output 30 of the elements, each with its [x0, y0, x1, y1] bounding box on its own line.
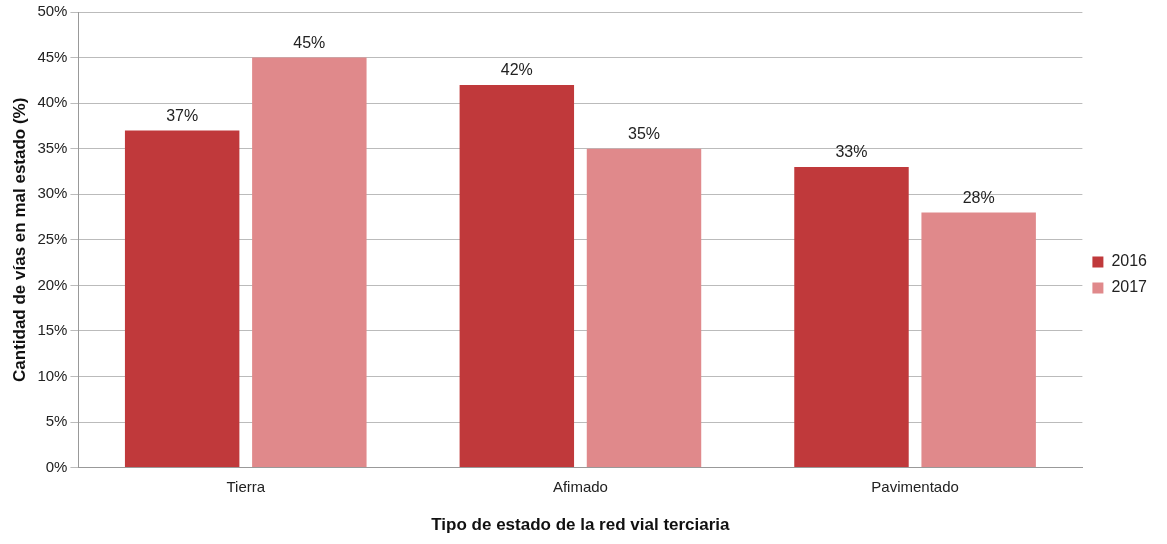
y-tick-label: 20% — [37, 275, 68, 293]
y-tick-label: 35% — [37, 138, 68, 156]
data-label: 37% — [166, 106, 199, 124]
data-label: 42% — [500, 61, 533, 79]
bar — [794, 166, 909, 468]
y-tick-label: 30% — [37, 184, 68, 202]
y-tick-label: 0% — [45, 457, 68, 475]
y-tick-label: 40% — [37, 93, 68, 111]
x-tick-label: Afimado — [552, 477, 608, 495]
y-tick-label: 50% — [37, 2, 68, 20]
data-label: 28% — [962, 188, 995, 206]
bar — [124, 130, 240, 468]
y-tick-label: 45% — [37, 47, 68, 65]
x-tick-label: Tierra — [226, 477, 266, 495]
bar — [252, 57, 367, 468]
legend-label: 2016 — [1111, 252, 1148, 270]
y-axis-title: Cantidad de vías en mal estado (%) — [9, 97, 29, 382]
y-tick-label: 15% — [37, 321, 68, 339]
legend-label: 2017 — [1111, 278, 1148, 296]
y-tick-label: 10% — [37, 366, 68, 384]
data-label: 35% — [627, 125, 661, 143]
bar — [586, 148, 702, 468]
data-label: 33% — [835, 143, 868, 161]
y-tick-label: 5% — [45, 412, 68, 430]
bar — [921, 212, 1036, 468]
bar — [459, 84, 575, 468]
x-axis-title: Tipo de estado de la red vial terciaria — [431, 515, 731, 535]
y-tick-label: 25% — [37, 229, 68, 247]
data-label: 45% — [293, 33, 326, 51]
x-tick-label: Pavimentado — [871, 477, 959, 495]
